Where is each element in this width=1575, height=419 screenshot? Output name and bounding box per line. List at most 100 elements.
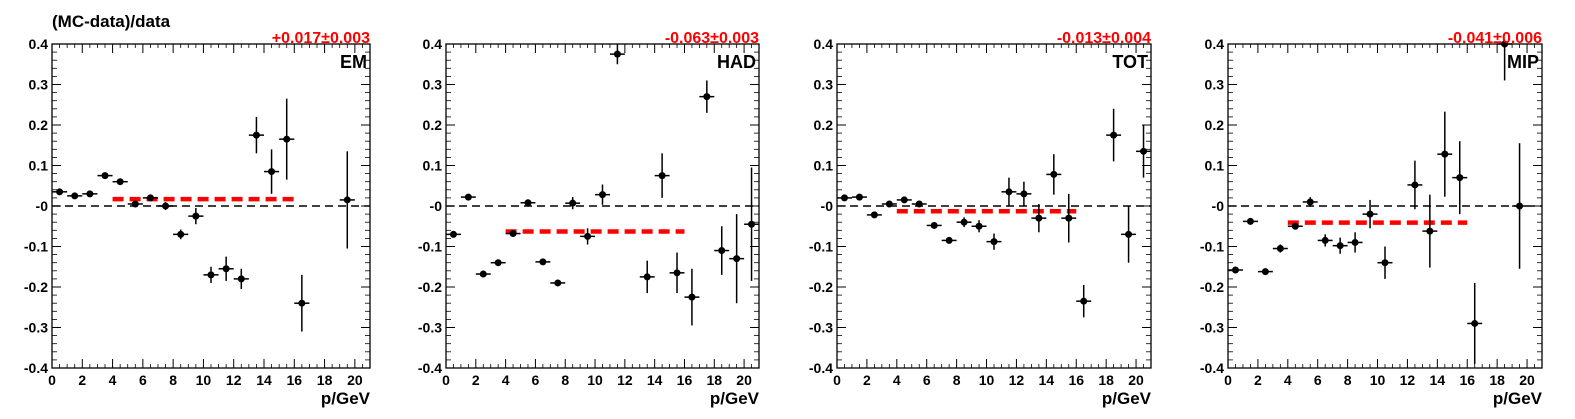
y-tick-label: 0.1 xyxy=(814,158,834,174)
data-point xyxy=(851,193,867,201)
x-tick-label: 16 xyxy=(1068,372,1084,388)
data-point xyxy=(188,208,204,225)
data-marker xyxy=(975,222,983,230)
x-axis-label: p/GeV xyxy=(1493,389,1543,408)
data-point xyxy=(1272,244,1288,253)
panel-had: 0 2 4 6 8 10 12 14 16 18 20 -0.4 -0.3 -0.2 -0.1 -0 0.1 0.… xyxy=(418,30,760,408)
data-marker xyxy=(1456,174,1464,182)
data-point xyxy=(609,44,625,65)
data-point xyxy=(911,200,927,208)
y-tick-label: 0.1 xyxy=(29,158,49,174)
data-point xyxy=(654,153,670,198)
y-tick-label: 0.4 xyxy=(814,36,834,52)
fit-result-label: -0.013±0.004 xyxy=(1057,30,1151,47)
data-point xyxy=(218,256,234,281)
data-marker xyxy=(1291,222,1299,230)
data-marker xyxy=(1411,181,1419,189)
data-marker xyxy=(658,172,666,180)
x-tick-label: 12 xyxy=(1400,372,1416,388)
data-marker xyxy=(554,279,562,287)
data-marker xyxy=(1426,227,1434,235)
data-point xyxy=(1046,154,1062,195)
data-point xyxy=(866,211,882,219)
data-marker xyxy=(237,275,245,283)
data-point xyxy=(1497,40,1513,81)
x-tick-label: 20 xyxy=(1519,372,1535,388)
data-marker xyxy=(599,191,606,199)
data-marker xyxy=(1110,131,1118,139)
y-tick-label: -0.3 xyxy=(809,320,833,336)
y-tick-label: -0.2 xyxy=(24,279,48,295)
x-tick-label: 4 xyxy=(502,372,510,388)
data-marker xyxy=(703,93,711,101)
x-tick-label: 20 xyxy=(736,372,752,388)
x-tick-label: 14 xyxy=(256,372,272,388)
panel-label: MIP xyxy=(1507,52,1539,72)
data-point xyxy=(1076,284,1092,318)
data-point xyxy=(82,190,98,198)
data-marker xyxy=(1336,242,1344,250)
data-marker xyxy=(1231,266,1239,274)
y-tick-label: 0.3 xyxy=(29,77,49,93)
x-tick-label: 8 xyxy=(169,372,177,388)
data-marker xyxy=(1080,297,1088,305)
data-point xyxy=(1347,232,1363,253)
data-marker xyxy=(298,299,306,307)
data-marker xyxy=(688,293,696,301)
data-marker xyxy=(479,270,487,278)
data-point xyxy=(565,197,581,210)
data-point xyxy=(1467,282,1483,364)
data-marker xyxy=(177,230,185,238)
data-point xyxy=(1362,199,1378,229)
data-marker xyxy=(464,193,472,201)
data-marker xyxy=(930,221,938,229)
y-tick-label: -0 xyxy=(36,198,49,214)
data-marker xyxy=(673,269,681,277)
data-point xyxy=(1242,217,1258,225)
data-point xyxy=(550,279,566,287)
data-marker xyxy=(1471,319,1479,327)
data-point xyxy=(595,184,610,205)
y-tick-label: 0.4 xyxy=(29,36,49,52)
data-marker xyxy=(885,200,893,208)
x-tick-label: 2 xyxy=(472,372,480,388)
data-point xyxy=(505,230,521,238)
x-axis-label: p/GeV xyxy=(321,389,371,408)
x-tick-label: 10 xyxy=(1370,372,1386,388)
data-marker xyxy=(86,190,94,198)
data-marker xyxy=(1516,202,1524,210)
data-marker xyxy=(945,236,953,244)
y-tick-label: 0.3 xyxy=(423,77,443,93)
data-point xyxy=(729,214,745,304)
x-tick-label: 8 xyxy=(561,372,569,388)
y-tick-label: 0.1 xyxy=(423,158,443,174)
data-marker xyxy=(990,238,998,246)
x-tick-label: 2 xyxy=(1254,372,1262,388)
y-tick-label: -0.3 xyxy=(24,320,48,336)
x-tick-label: 10 xyxy=(979,372,995,388)
data-point xyxy=(669,252,685,294)
data-marker xyxy=(1050,170,1058,178)
data-point xyxy=(339,151,355,249)
panel-label: EM xyxy=(340,52,367,72)
y-tick-label: -0.2 xyxy=(1200,279,1224,295)
data-marker xyxy=(733,255,741,263)
x-tick-label: 20 xyxy=(347,372,363,388)
data-marker xyxy=(222,265,230,273)
data-point xyxy=(1121,206,1137,263)
y-tick-label: -0.1 xyxy=(1200,239,1224,255)
figure-y-axis-label: (MC-data)/data xyxy=(52,12,171,31)
data-point xyxy=(1061,193,1077,243)
data-point xyxy=(1031,203,1047,233)
data-marker xyxy=(1246,217,1254,225)
data-point xyxy=(1257,268,1273,276)
x-tick-label: 0 xyxy=(48,372,56,388)
data-point xyxy=(1302,197,1318,207)
data-marker xyxy=(1441,150,1449,158)
data-marker xyxy=(1306,198,1314,206)
y-tick-label: -0 xyxy=(821,198,834,214)
y-tick-label: -0.3 xyxy=(418,320,442,336)
y-tick-label: 0.1 xyxy=(1205,158,1225,174)
data-point xyxy=(881,200,897,208)
y-tick-label: -0.3 xyxy=(1200,320,1224,336)
